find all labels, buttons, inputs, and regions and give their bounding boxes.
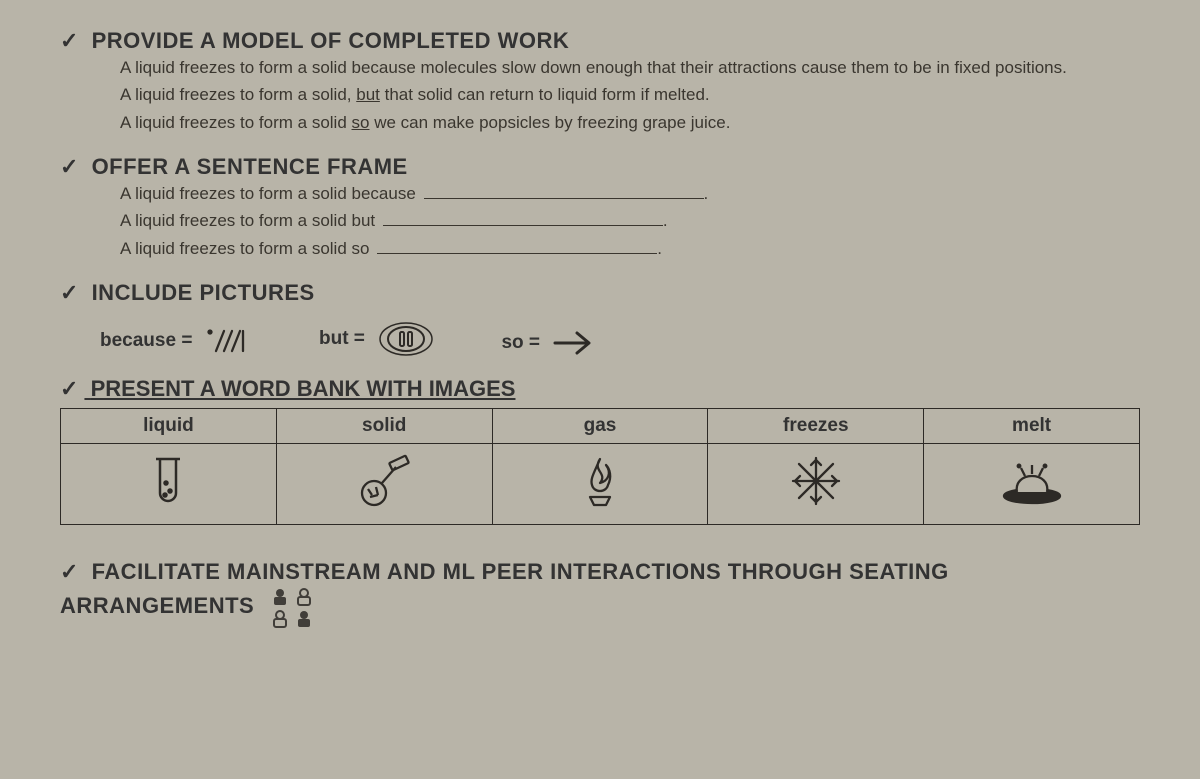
wordbank-table: liquid solid gas freezes melt (60, 408, 1140, 525)
frame-body: A liquid freezes to form a solid because… (60, 181, 1140, 262)
pause-icon (376, 320, 436, 358)
model-line-1: A liquid freezes to form a solid because… (120, 55, 1140, 81)
wb-cell-gas (492, 444, 708, 525)
check-icon: ✓ (60, 154, 79, 180)
heading-seating-text: FACILITATE MAINSTREAM AND ML PEER INTERA… (60, 559, 949, 618)
hammer-rock-icon (348, 453, 420, 509)
because-icon (204, 324, 254, 358)
table-row (61, 444, 1140, 525)
heading-pictures-text: INCLUDE PICTURES (92, 280, 315, 305)
frame-line-1: A liquid freezes to form a solid because… (120, 181, 1140, 207)
blank-input[interactable] (377, 239, 657, 254)
check-icon: ✓ (60, 559, 79, 585)
heading-seating: ✓ FACILITATE MAINSTREAM AND ML PEER INTE… (60, 559, 1140, 629)
pic-because-label: because = (100, 330, 192, 351)
flame-icon (578, 453, 622, 509)
pictures-row: because = but = so = (60, 306, 1140, 358)
wb-cell-liquid (61, 444, 277, 525)
check-icon: ✓ (60, 280, 79, 306)
check-icon: ✓ (60, 28, 79, 54)
model-line-2b: that solid can return to liquid form if … (380, 85, 710, 104)
model-line-3: A liquid freezes to form a solid so we c… (120, 110, 1140, 136)
frame-line-3-text: A liquid freezes to form a solid so (120, 239, 369, 258)
test-tube-icon (148, 453, 188, 509)
section-pictures: ✓ INCLUDE PICTURES because = but = (60, 280, 1140, 358)
pic-so-label: so = (501, 332, 540, 353)
heading-wordbank-text: PRESENT A WORD BANK WITH IMAGES (91, 376, 516, 401)
frame-line-2: A liquid freezes to form a solid but . (120, 208, 1140, 234)
model-body: A liquid freezes to form a solid because… (60, 55, 1140, 136)
wb-col-solid: solid (276, 409, 492, 444)
arrow-right-icon (551, 328, 597, 358)
pic-but: but = (319, 320, 436, 358)
model-line-3b: we can make popsicles by freezing grape … (369, 113, 730, 132)
blank-input[interactable] (424, 184, 704, 199)
wb-cell-freezes (708, 444, 924, 525)
pic-so: so = (501, 328, 597, 358)
blank-input[interactable] (383, 211, 663, 226)
model-line-2-underline: but (356, 85, 380, 104)
model-line-2a: A liquid freezes to form a solid, (120, 85, 356, 104)
heading-frame-text: OFFER A SENTENCE FRAME (92, 154, 408, 179)
section-sentence-frame: ✓ OFFER A SENTENCE FRAME A liquid freeze… (60, 154, 1140, 262)
melt-icon (997, 456, 1067, 506)
wb-col-freezes: freezes (708, 409, 924, 444)
frame-line-1-text: A liquid freezes to form a solid because (120, 184, 416, 203)
wb-cell-solid (276, 444, 492, 525)
period: . (704, 184, 709, 203)
heading-pictures: ✓ INCLUDE PICTURES (60, 280, 1140, 306)
heading-model-text: PROVIDE A MODEL OF COMPLETED WORK (92, 28, 570, 53)
check-icon: ✓ (60, 376, 78, 402)
heading-model: ✓ PROVIDE A MODEL OF COMPLETED WORK (60, 28, 1140, 54)
table-row: liquid solid gas freezes melt (61, 409, 1140, 444)
frame-line-3: A liquid freezes to form a solid so . (120, 236, 1140, 262)
heading-wordbank: ✓ PRESENT A WORD BANK WITH IMAGES (60, 376, 1140, 402)
model-line-3-underline: so (352, 113, 370, 132)
period: . (663, 211, 668, 230)
wb-col-liquid: liquid (61, 409, 277, 444)
period: . (657, 239, 662, 258)
pic-but-label: but = (319, 328, 365, 349)
pic-because: because = (100, 324, 254, 358)
heading-frame: ✓ OFFER A SENTENCE FRAME (60, 154, 1140, 180)
model-line-2: A liquid freezes to form a solid, but th… (120, 82, 1140, 108)
snowflake-icon (789, 454, 843, 508)
people-grid-icon (269, 585, 319, 629)
wb-col-gas: gas (492, 409, 708, 444)
model-line-3a: A liquid freezes to form a solid (120, 113, 352, 132)
section-model: ✓ PROVIDE A MODEL OF COMPLETED WORK A li… (60, 28, 1140, 136)
wb-col-melt: melt (924, 409, 1140, 444)
frame-line-2-text: A liquid freezes to form a solid but (120, 211, 375, 230)
section-seating: ✓ FACILITATE MAINSTREAM AND ML PEER INTE… (60, 559, 1140, 629)
wb-cell-melt (924, 444, 1140, 525)
section-wordbank: ✓ PRESENT A WORD BANK WITH IMAGES liquid… (60, 376, 1140, 525)
